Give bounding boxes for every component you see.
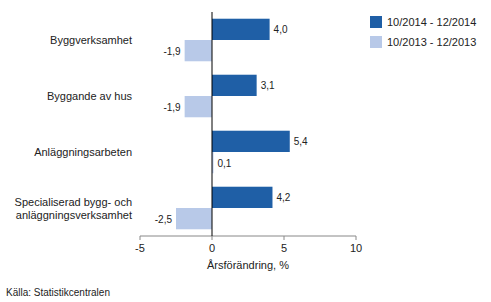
data-label: 5,4 [294, 136, 308, 147]
category-label: Anläggningsarbeten [34, 146, 132, 158]
data-label: -1,9 [163, 102, 181, 113]
data-labels: 4,0 3,1 5,4 4,2 -1,9 -1,9 0,1 -2,5 [155, 24, 308, 224]
category-label: Byggverksamhet [50, 34, 132, 46]
x-tick [140, 236, 141, 240]
legend: 10/2014 - 12/2014 10/2013 - 12/2013 [370, 16, 476, 48]
legend-swatch [370, 36, 382, 48]
x-tick [356, 236, 357, 240]
legend-swatch [370, 16, 382, 28]
x-tick [284, 236, 285, 240]
bar [212, 75, 257, 96]
zero-line [212, 12, 213, 236]
bar [212, 19, 270, 40]
bar [212, 131, 290, 152]
x-axis-line [140, 236, 356, 237]
data-label: 4,2 [276, 192, 290, 203]
x-tick-label: 0 [209, 242, 215, 254]
bar [212, 187, 272, 208]
data-label: 3,1 [261, 80, 275, 91]
data-label: 0,1 [217, 158, 231, 169]
data-label: -2,5 [155, 214, 173, 225]
x-tick-label: -5 [135, 242, 145, 254]
data-label: -1,9 [163, 46, 181, 57]
y-axis: Byggverksamhet Byggande av hus Anläggnings… [15, 34, 133, 221]
category-label: Byggande av hus [47, 90, 133, 102]
chart-container: -50510Årsförändring, %ByggverksamhetBygg… [0, 0, 491, 302]
category-label: Specialiserad bygg- ochanläggningsverksa… [15, 196, 132, 221]
bar [185, 40, 212, 61]
bar [185, 96, 212, 117]
chart: -50510Årsförändring, %ByggverksamhetBygg… [0, 0, 491, 302]
legend-label: 10/2013 - 12/2013 [387, 36, 476, 48]
bar [176, 208, 212, 229]
x-axis-label: Årsförändring, % [207, 259, 289, 271]
x-tick-label: 10 [350, 242, 362, 254]
data-label: 4,0 [274, 24, 288, 35]
bars [176, 19, 290, 230]
x-tick-label: 5 [281, 242, 287, 254]
x-axis: -5 0 5 10 [135, 236, 362, 254]
legend-label: 10/2014 - 12/2014 [387, 16, 476, 28]
x-tick [212, 236, 213, 240]
source: Källa: Statistikcentralen [6, 287, 110, 298]
